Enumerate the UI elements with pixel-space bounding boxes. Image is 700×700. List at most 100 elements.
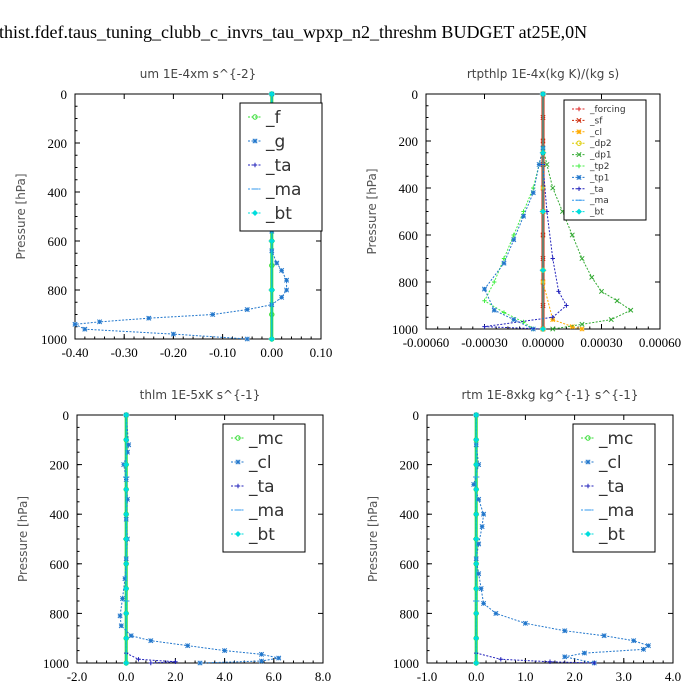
figure-title: flthist.fdef.taus_tuning_clubb_c_invrs_t… (0, 22, 588, 42)
legend-swatch-marker (585, 459, 591, 465)
y-tick-label: 200 (48, 136, 68, 151)
x-tick-label: -0.00060 (403, 335, 450, 350)
legend-swatch-marker (252, 114, 258, 120)
x-tick-label: 0.10 (310, 345, 333, 360)
data-point (148, 638, 154, 644)
legend-swatch-marker (235, 459, 241, 465)
y-tick-label: 400 (48, 185, 68, 200)
legend-box (222, 423, 306, 553)
data-point (540, 91, 546, 97)
x-tick-label: 6.0 (266, 669, 282, 684)
data-point (170, 331, 176, 337)
data-point (581, 650, 587, 656)
y-tick-label: 400 (399, 181, 419, 196)
data-point (522, 620, 528, 626)
y-tick-label: 800 (50, 606, 70, 621)
legend-swatch-marker (252, 210, 258, 216)
panel-title: rtm 1E-8xkg kg^{-1} s^{-1} (461, 388, 638, 402)
x-tick-label: 1.0 (517, 669, 533, 684)
data-point (481, 600, 487, 607)
data-point (540, 208, 546, 215)
legend-swatch-marker (235, 483, 241, 489)
data-point (481, 511, 487, 517)
x-tick-label: 8.0 (315, 669, 331, 684)
legend-entry: _forcing (589, 105, 626, 115)
y-tick-label: 600 (400, 557, 420, 572)
data-point (540, 326, 546, 332)
x-tick-label: -0.00030 (461, 335, 508, 350)
data-point (123, 486, 130, 493)
legend-swatch-marker (576, 106, 582, 112)
data-point (471, 481, 477, 487)
data-point (501, 260, 507, 266)
y-tick-label: 1000 (392, 322, 418, 337)
data-point (276, 655, 282, 661)
legend-swatch-marker (252, 138, 258, 144)
data-point (473, 511, 480, 518)
legend-entry: _bt (248, 525, 275, 545)
y-tick-label: 0 (413, 408, 420, 423)
data-point (628, 307, 634, 313)
legend-swatch-marker (576, 208, 582, 215)
y-tick-label: 800 (399, 275, 419, 290)
data-point (473, 585, 480, 592)
legend-entry: _cl (248, 453, 272, 473)
data-point (511, 317, 517, 323)
legend: _f _g _ta _ma _bt (239, 102, 323, 232)
data-point (123, 536, 130, 542)
legend-swatch-marker (585, 435, 591, 441)
data-point (268, 238, 275, 244)
legend-swatch-marker (576, 163, 582, 169)
y-tick-label: 400 (50, 507, 70, 522)
series-bt (473, 412, 480, 666)
legend-entry: _ma (598, 501, 634, 521)
x-tick-label: 2.0 (566, 669, 582, 684)
data-point (536, 161, 542, 168)
data-point (123, 412, 130, 418)
data-point (476, 496, 482, 502)
data-point (520, 213, 527, 219)
legend: _mc _cl _ta _ma _bt (222, 423, 306, 553)
data-point (197, 660, 203, 666)
y-axis-label: Pressure [hPa] (14, 173, 28, 259)
data-point (598, 288, 605, 294)
chart-panel-2: rtpthlp 1E-4x(kg K)/(kg s) Pressure [hPa]… (365, 67, 681, 350)
data-point (550, 315, 555, 320)
data-point (122, 576, 128, 582)
x-tick-label: 0.00000 (522, 335, 564, 350)
x-tick-label: 0.0 (468, 669, 484, 684)
data-point (473, 660, 480, 666)
data-point (173, 659, 178, 664)
data-point (210, 311, 216, 318)
data-point (579, 321, 585, 327)
x-tick-label: -0.30 (111, 345, 138, 360)
data-point (72, 321, 78, 327)
y-tick-label: 200 (399, 134, 419, 149)
y-tick-label: 600 (48, 234, 68, 249)
data-point (473, 536, 480, 542)
data-point (511, 232, 516, 238)
legend-entry: _g (265, 132, 285, 152)
legend-swatch-marker (576, 174, 582, 180)
legend-entry: _f (265, 108, 282, 128)
y-tick-label: 200 (50, 458, 70, 473)
data-point (540, 149, 546, 156)
data-point (123, 610, 130, 617)
data-point (550, 326, 556, 332)
x-tick-label: -0.10 (209, 345, 236, 360)
series-bt (540, 91, 546, 332)
x-tick-label: 4.0 (216, 669, 232, 684)
y-tick-label: 1000 (41, 332, 67, 347)
data-point (123, 436, 130, 443)
y-tick-label: 600 (399, 228, 419, 243)
legend-entry: _tp2 (589, 162, 609, 172)
data-point (579, 326, 585, 332)
series-line (542, 94, 632, 330)
data-point (119, 595, 126, 602)
y-tick-label: 800 (400, 606, 420, 621)
data-point (501, 310, 507, 315)
data-point (473, 610, 480, 617)
data-point (476, 541, 482, 547)
y-tick-label: 1000 (393, 656, 419, 671)
